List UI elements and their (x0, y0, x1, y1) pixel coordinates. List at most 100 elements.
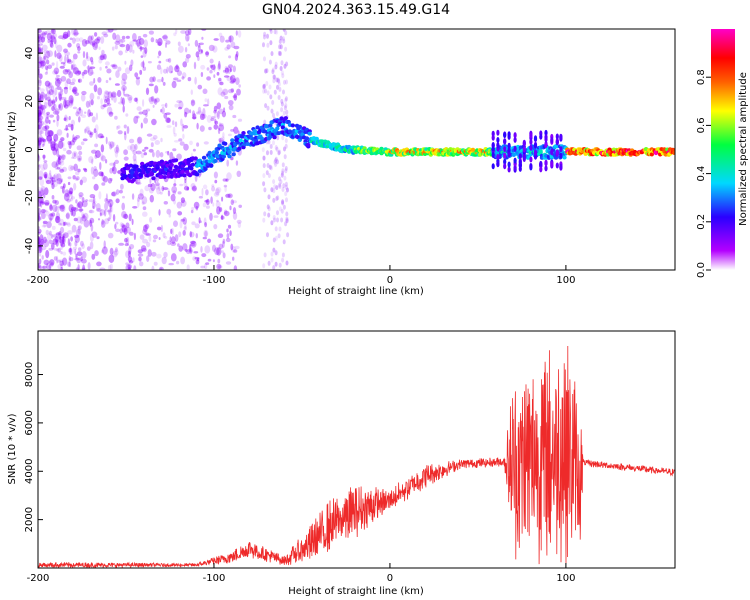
spectrogram-cell (38, 124, 41, 129)
spectrogram-cell (100, 144, 105, 153)
spectrogram-cell (189, 140, 193, 146)
spectrogram-cell (173, 220, 178, 227)
spectrogram-cell (39, 106, 46, 115)
spectrogram-cell (262, 88, 266, 94)
spectrogram-cell (189, 244, 192, 252)
spectrogram-cell (217, 80, 223, 84)
spectrogram-cell (38, 202, 42, 207)
spectrogram-cell (285, 211, 289, 217)
spectrogram-cell (205, 262, 210, 265)
spectrogram-cell (56, 178, 63, 185)
spectrogram-cell (227, 193, 233, 199)
spectrogram-cell (70, 165, 75, 171)
spectrogram-cell (169, 151, 174, 160)
spectrogram-cell (202, 88, 208, 95)
spectrogram-cell (281, 199, 285, 205)
spectrogram-cell (65, 212, 70, 220)
spectrogram-cell (189, 243, 196, 247)
spectrogram-cell (272, 179, 276, 185)
spectrogram-cell (194, 256, 200, 260)
spectrogram-cell (139, 234, 145, 240)
spectrogram-cell (273, 184, 277, 190)
spectrogram-cell (226, 159, 229, 167)
spectrogram-cell (90, 71, 95, 75)
spectrogram-cell (90, 35, 94, 41)
spectrogram-cell (275, 196, 279, 202)
spectrogram-cell (96, 261, 102, 267)
spectrogram-cell (95, 130, 98, 140)
spectrogram-cell (496, 129, 500, 136)
spectrogram-cell (221, 110, 226, 118)
spectrogram-cell (87, 65, 90, 73)
spectrogram-cell (135, 182, 142, 185)
spectrogram-cell (115, 189, 120, 195)
spectrogram-cell (51, 100, 56, 104)
spectrogram-cell (39, 104, 43, 110)
spectrogram-cell (171, 81, 177, 89)
spectrogram-cell (225, 178, 229, 182)
spectrogram-cell (163, 201, 168, 205)
spectrogram-cell (47, 64, 53, 70)
spectrogram-cell (166, 66, 169, 74)
spectrogram-cell (89, 131, 94, 136)
spectrogram-cell (212, 202, 215, 207)
spectrogram-cell (67, 261, 71, 267)
snr-x-label: Height of straight line (km) (288, 586, 424, 597)
spectrogram-cell (106, 97, 111, 105)
spectrogram-cell (55, 71, 58, 75)
spectrogram-cell (71, 124, 74, 131)
spectrogram-cell (237, 222, 242, 228)
spectrogram-cell (555, 162, 559, 169)
spectrogram-cell (38, 105, 41, 109)
spectrogram-cell (201, 113, 207, 119)
spectrogram-cell (128, 213, 132, 222)
spectrogram-cell (66, 101, 71, 108)
spectrogram-cell (75, 177, 79, 181)
spectrogram-cell (134, 164, 139, 169)
spectrogram-cell (43, 171, 48, 179)
spectrogram-cell (53, 103, 57, 111)
spectrogram-cell (45, 117, 49, 124)
spectrogram-x-label: Height of straight line (km) (288, 286, 424, 297)
spectrogram-cell (192, 110, 195, 118)
spectrogram-cell (49, 39, 53, 48)
spectrogram-cell (190, 101, 196, 106)
spectrogram-cell (208, 126, 212, 131)
spectrogram-cell (40, 60, 46, 67)
spectrogram-cell (72, 86, 78, 95)
spectrogram-cell (66, 198, 71, 203)
spectrogram-cell (167, 190, 171, 197)
spectrogram-cell (154, 85, 159, 94)
spectrogram-cell (104, 198, 108, 203)
spectrogram-cell (128, 250, 131, 258)
spectrogram-cell (79, 37, 84, 43)
spectrogram-cell (270, 51, 274, 57)
spectrogram-cell (189, 231, 195, 238)
spectrogram-cell (206, 76, 212, 81)
spectrogram-cell (40, 137, 45, 143)
spectrogram-cell (43, 120, 49, 125)
spectrogram-cell (71, 156, 75, 159)
colorbar-tick-label: 0.0 (696, 262, 707, 278)
spectrogram-cell (42, 108, 46, 116)
spectrogram-cell (47, 99, 54, 107)
spectrogram-cell (89, 42, 95, 46)
spectrogram-cell (544, 165, 548, 172)
spectrogram-cell (544, 129, 548, 136)
spectrogram-cell (168, 58, 172, 63)
spectrogram-cell (43, 239, 50, 248)
spectrogram-cell (559, 146, 563, 153)
spectrogram-cell (496, 137, 500, 143)
spectrogram-cell (231, 152, 236, 157)
spectrogram-cell (83, 219, 90, 228)
spectrogram-cell (93, 78, 96, 84)
spectrogram-cell (124, 60, 127, 65)
spectrogram-cell (106, 209, 113, 213)
spectrogram-cell (88, 199, 94, 203)
spectrogram-cell (151, 265, 155, 270)
spectrogram-cell (38, 228, 42, 234)
spectrogram-cell (62, 183, 66, 189)
spectrogram-cell (136, 115, 140, 119)
spectrogram-cell (210, 118, 215, 122)
spectrogram-cell (38, 86, 41, 90)
